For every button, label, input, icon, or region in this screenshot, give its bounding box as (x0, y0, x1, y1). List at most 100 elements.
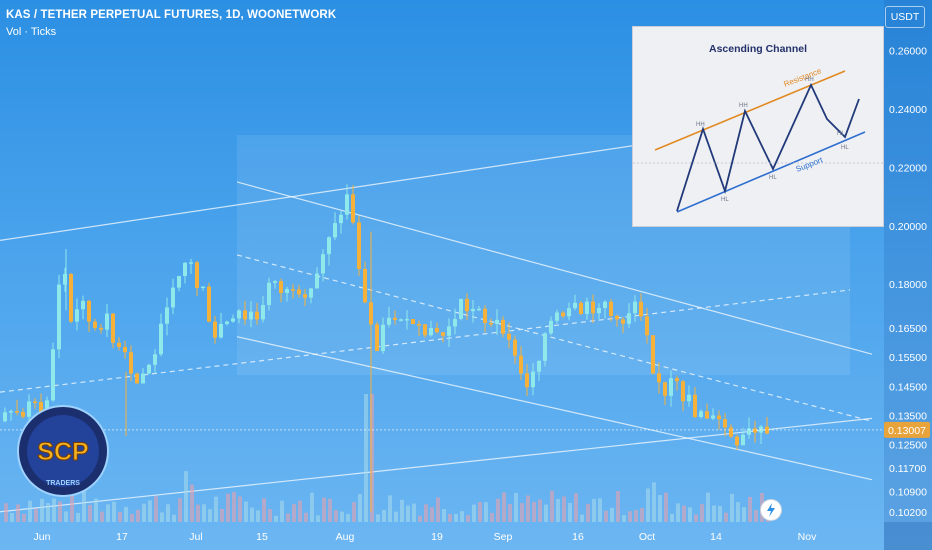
volume-bar (598, 498, 602, 522)
volume-bar (718, 505, 722, 522)
volume-bar (556, 499, 560, 522)
candle-body (579, 302, 583, 314)
volume-bar (184, 471, 188, 522)
candle-body (201, 286, 205, 289)
x-tick-label: Sep (494, 531, 513, 543)
volume-bar (172, 514, 176, 522)
candle-body (471, 309, 475, 312)
candle-body (177, 276, 181, 288)
price-badge-label: 0.13007 (888, 425, 926, 437)
candle-body (699, 411, 703, 418)
volume-bar (148, 500, 152, 522)
candle-body (153, 354, 157, 365)
currency-button[interactable]: USDT (885, 6, 925, 28)
candle-body (57, 284, 61, 350)
volume-bar (688, 507, 692, 522)
candle-body (585, 301, 589, 314)
volume-bar (10, 512, 14, 522)
candle-body (249, 311, 253, 320)
lightning-icon[interactable] (760, 499, 782, 521)
volume-bar (28, 500, 32, 522)
volume-bar (340, 511, 344, 522)
volume-bar (496, 498, 500, 522)
candle-body (669, 378, 673, 396)
candle-body (417, 324, 421, 326)
y-tick-label: 0.24000 (889, 104, 927, 116)
candle-body (477, 308, 481, 311)
volume-bar (334, 510, 338, 522)
candle-body (705, 411, 709, 419)
indicator-label[interactable]: Vol · Ticks (6, 26, 57, 38)
x-tick-label: Aug (336, 531, 355, 543)
volume-bar (382, 510, 386, 522)
candle-body (195, 262, 199, 288)
candle-body (453, 318, 457, 327)
volume-bar (670, 513, 674, 522)
volume-bar (310, 492, 314, 522)
candle-body (375, 324, 379, 352)
inset-marker: HL (769, 175, 777, 181)
x-tick-label: Jun (34, 531, 51, 543)
volume-bar (244, 501, 248, 522)
volume-bar (232, 491, 236, 522)
inset-support-line (676, 131, 866, 213)
rising-trend-upper (0, 143, 645, 241)
volume-bar (328, 498, 332, 522)
candle-body (297, 289, 301, 295)
candle-body (627, 313, 631, 324)
inset-resistance-label: Resistance (782, 66, 823, 89)
volume-bar (22, 513, 26, 522)
inset-marker: HH (805, 77, 814, 83)
candle-body (549, 320, 553, 334)
candle-body (279, 281, 283, 293)
x-tick-label: Jul (189, 531, 202, 543)
candle-body (27, 401, 31, 417)
volume-bar (34, 508, 38, 522)
candle-body (459, 298, 463, 319)
volume-bar (370, 394, 374, 522)
candle-body (657, 373, 661, 383)
volume-bar (88, 505, 92, 522)
y-tick-label: 0.10200 (889, 507, 927, 519)
volume-bar (76, 512, 80, 522)
candle-body (339, 214, 343, 224)
volume-bar (124, 506, 128, 522)
volume-bar (346, 513, 350, 522)
volume-bar (700, 504, 704, 522)
candle-body (441, 332, 445, 336)
volume-bar (538, 499, 542, 522)
volume-bar (136, 509, 140, 522)
y-tick-label: 0.15500 (889, 352, 927, 364)
candle-body (291, 289, 295, 291)
volume-bar (562, 496, 566, 522)
candle-body (105, 313, 109, 330)
volume-bar (376, 514, 380, 522)
candle-body (429, 327, 433, 336)
logo-sub-text: TRADERS (46, 480, 80, 487)
volume-bar (736, 502, 740, 522)
volume-bar (4, 503, 8, 522)
channel-midline (236, 254, 873, 422)
rising-trend-mid (0, 289, 851, 393)
candle-body (681, 381, 685, 402)
volume-bar (394, 511, 398, 522)
candle-body (237, 310, 241, 319)
volume-bar (166, 504, 170, 522)
volume-bar (322, 497, 326, 522)
volume-bar (550, 490, 554, 522)
y-tick-label: 0.18000 (889, 279, 927, 291)
candle-body (87, 300, 91, 322)
axis-corner (884, 522, 932, 550)
candle-body (3, 412, 7, 422)
candle-body (609, 301, 613, 316)
candle-body (309, 288, 313, 298)
logo-main-text: SCP (37, 438, 88, 466)
candle-body (171, 287, 175, 308)
volume-bar (58, 501, 62, 522)
rising-trend-lower (0, 417, 873, 513)
volume-bar (592, 498, 596, 522)
volume-bar (142, 503, 146, 522)
volume-bar (358, 494, 362, 522)
volume-bar (316, 515, 320, 522)
